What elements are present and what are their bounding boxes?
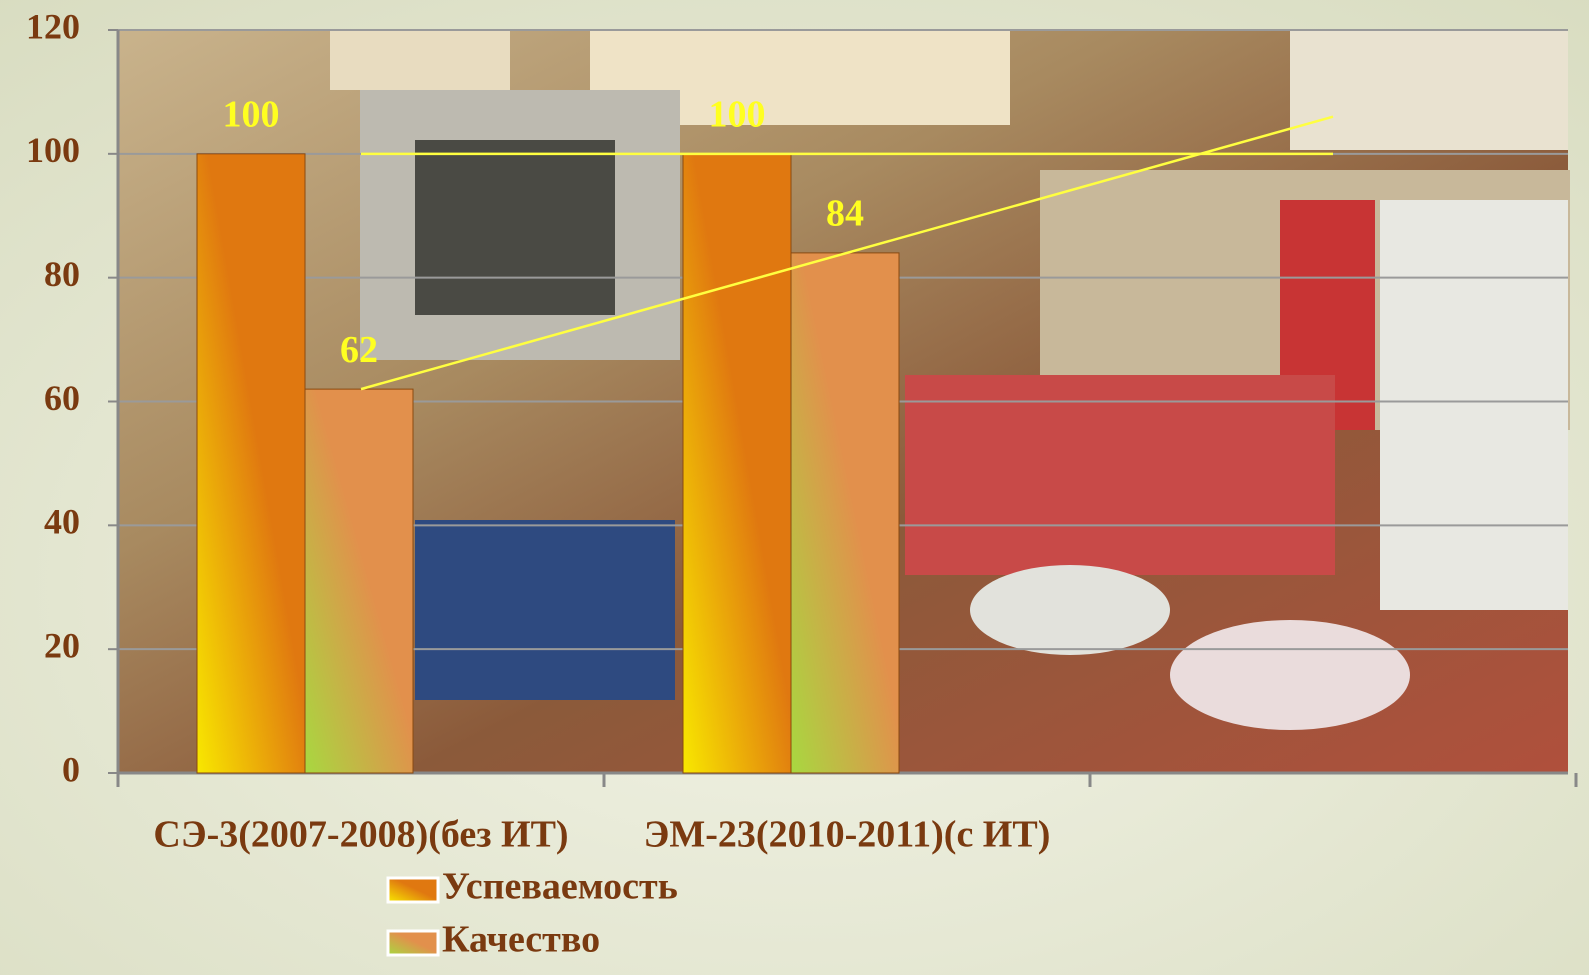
y-tick-label: 0 (62, 749, 80, 789)
legend-label: Качество (442, 919, 600, 961)
bar (197, 154, 305, 773)
y-tick-label: 40 (44, 502, 80, 542)
y-tick-label: 120 (26, 6, 80, 46)
legend-swatch (388, 878, 438, 902)
value-label: 84 (826, 193, 864, 235)
value-label: 100 (223, 94, 280, 136)
legend-swatch (388, 931, 438, 955)
chart: 0 20 40 60 80 100 120 СЭ-3(2007-2008)(без ИТ) 10… (0, 0, 1589, 975)
page: 0 20 40 60 80 100 120 СЭ-3(2007-2008)(без ИТ) 10… (0, 0, 1589, 975)
x-tick-label: СЭ-3(2007-2008)(без ИТ) (153, 814, 568, 856)
y-tick-label: 80 (44, 254, 80, 294)
legend-label: Успеваемость (442, 866, 678, 908)
bar (683, 154, 791, 773)
value-label: 100 (709, 94, 766, 136)
value-label: 62 (340, 329, 378, 371)
bar (305, 389, 413, 773)
y-tick-label: 100 (26, 130, 80, 170)
bar (791, 253, 899, 773)
y-tick-label: 20 (44, 625, 80, 665)
x-tick-label: ЭМ-23(2010-2011)(с ИТ) (644, 814, 1051, 856)
y-tick-label: 60 (44, 378, 80, 418)
